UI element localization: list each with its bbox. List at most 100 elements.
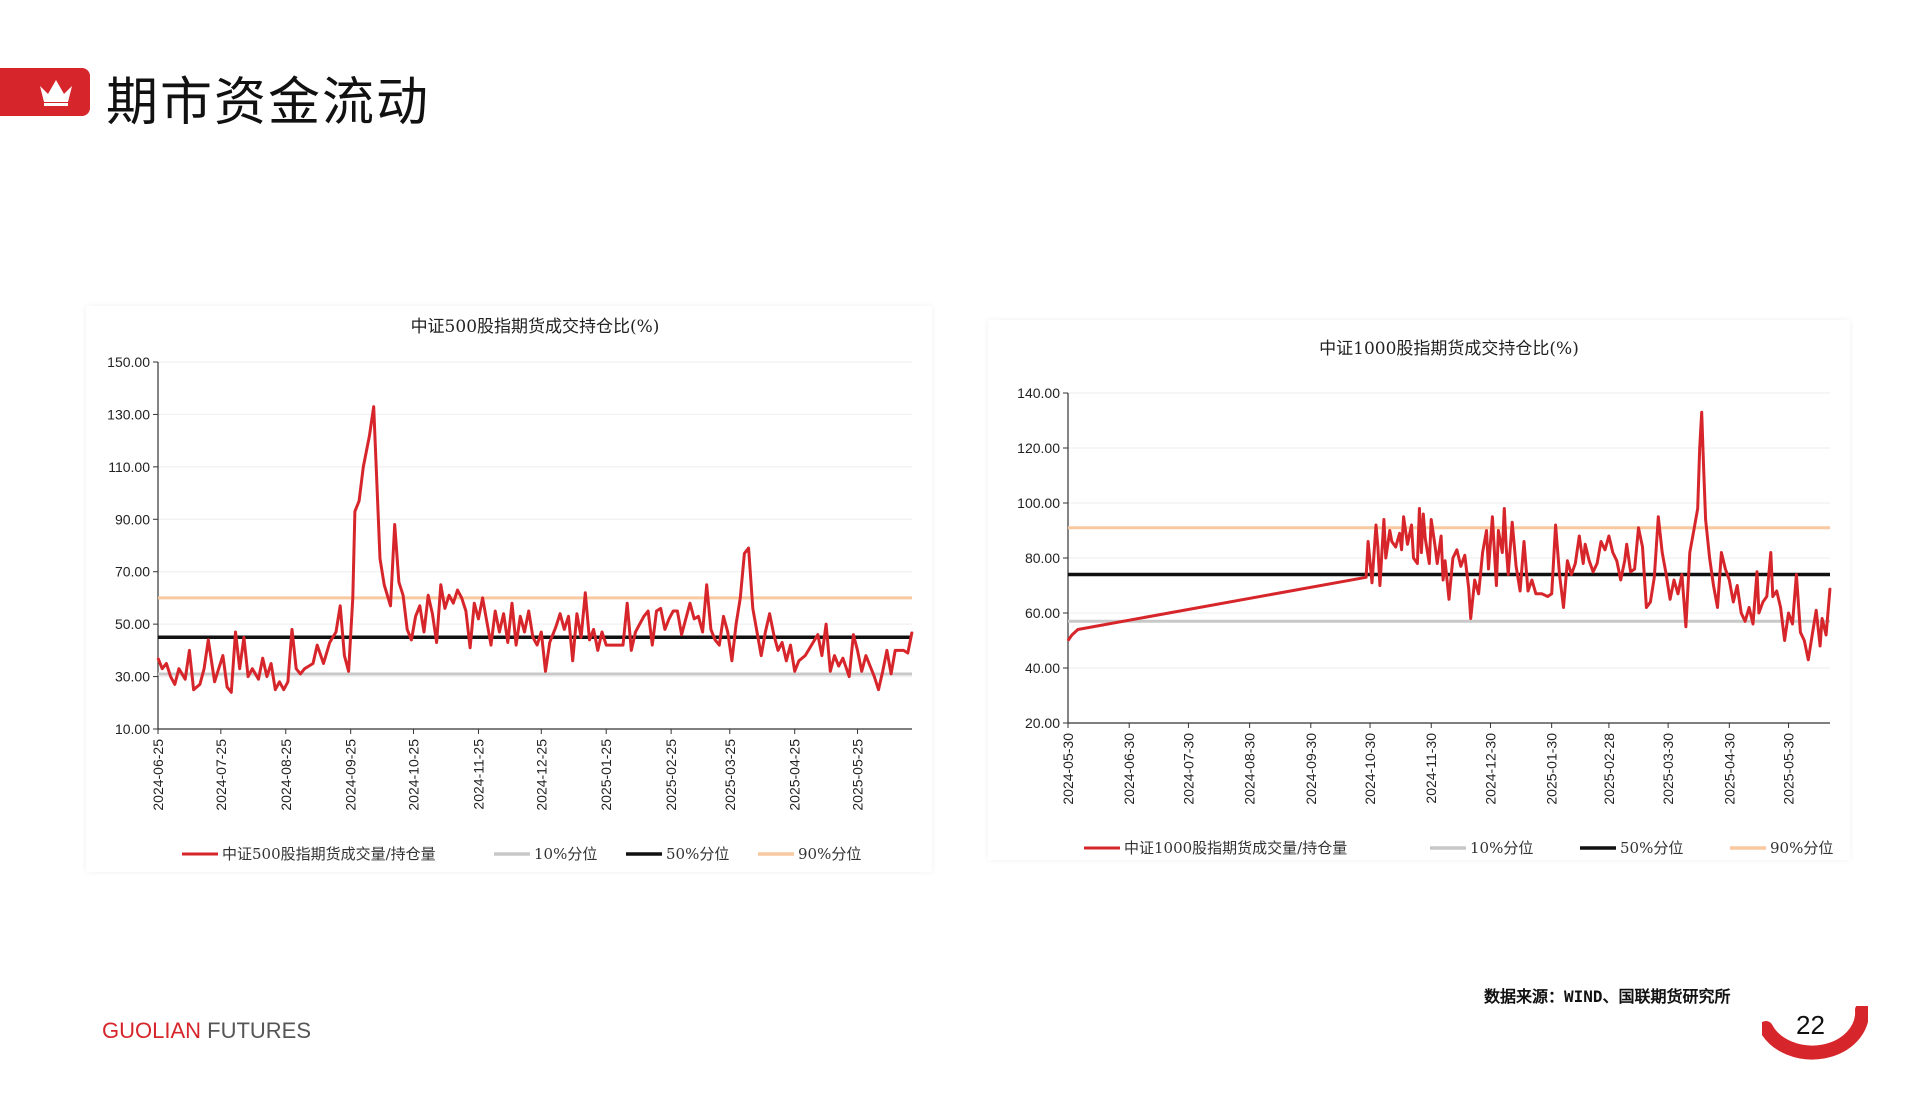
data-point — [308, 665, 310, 667]
data-point — [785, 660, 788, 662]
data-point — [911, 631, 913, 633]
data-point — [1657, 516, 1660, 518]
series-line — [156, 405, 914, 694]
data-point — [760, 654, 762, 657]
data-point — [1762, 601, 1764, 603]
data-point — [1616, 560, 1618, 562]
chart-panel-csi500: 中证500股指期货成交持仓比(%) 10.00 30.00 50.00 70.00 90.… — [86, 306, 932, 872]
data-point — [1702, 469, 1705, 471]
x-tick-label: 2024-12-30 — [1482, 733, 1498, 805]
data-point — [781, 641, 783, 644]
data-point — [1825, 634, 1827, 636]
x-tick-label: 2024-08-30 — [1242, 733, 1258, 805]
data-point — [1385, 557, 1387, 559]
data-point — [902, 649, 905, 652]
data-point — [456, 589, 459, 591]
data-point — [764, 631, 767, 633]
data-point — [184, 678, 186, 680]
data-point — [1736, 584, 1738, 587]
data-point — [869, 665, 871, 667]
data-point — [685, 618, 687, 620]
data-point — [1653, 576, 1656, 579]
data-point — [1507, 573, 1509, 576]
data-point — [1527, 590, 1529, 592]
legend-label: 10%分位 — [1470, 839, 1533, 857]
data-point — [511, 602, 513, 604]
data-point — [343, 654, 346, 657]
x-tick-label: 2025-01-25 — [598, 739, 614, 811]
y-tick-label: 140.00 — [1017, 385, 1060, 401]
data-point — [217, 667, 220, 670]
y-tick-label: 70.00 — [115, 564, 150, 580]
data-point — [278, 681, 281, 683]
data-point — [789, 644, 792, 646]
data-point — [251, 667, 254, 670]
data-point — [1434, 546, 1436, 548]
data-point — [1541, 593, 1543, 595]
data-point — [1700, 411, 1703, 414]
data-point — [615, 644, 618, 646]
chart-csi500: 中证500股指期货成交持仓比(%) 10.00 30.00 50.00 70.00 90.… — [107, 317, 914, 863]
data-point — [477, 618, 480, 620]
data-point — [1523, 540, 1525, 543]
data-point — [638, 623, 641, 625]
data-point — [1554, 524, 1557, 526]
data-point — [1578, 535, 1581, 537]
data-point — [1649, 601, 1652, 603]
data-point — [664, 628, 666, 631]
x-tick-label: 2024-09-25 — [343, 739, 359, 811]
data-point — [1795, 573, 1798, 576]
data-point — [768, 612, 771, 615]
data-point — [651, 644, 654, 646]
data-point — [829, 670, 832, 673]
data-point — [1412, 557, 1415, 559]
data-point — [1400, 549, 1403, 551]
brand-logo: GUOLIAN FUTURES — [102, 1018, 311, 1044]
data-point — [1716, 606, 1719, 609]
data-point — [536, 644, 538, 646]
data-point — [1740, 612, 1742, 614]
data-point — [837, 665, 840, 667]
data-point — [1779, 606, 1782, 609]
data-point — [368, 434, 371, 437]
data-point — [890, 673, 892, 675]
y-tick-label: 80.00 — [1025, 550, 1060, 566]
data-point — [1574, 562, 1577, 565]
data-point — [435, 641, 438, 644]
data-point — [563, 628, 566, 631]
data-point — [1698, 447, 1701, 449]
x-tick-label: 2024-07-25 — [213, 739, 229, 811]
data-point — [1416, 562, 1419, 565]
x-tick-label: 2024-10-30 — [1362, 733, 1378, 805]
data-point — [1600, 540, 1602, 543]
data-point — [1708, 557, 1711, 559]
data-point — [1570, 573, 1573, 576]
legend-label: 10%分位 — [534, 845, 597, 863]
data-point — [1604, 549, 1606, 551]
data-point — [1448, 598, 1450, 601]
data-point — [548, 641, 551, 644]
data-point — [1775, 590, 1778, 592]
data-point — [431, 612, 434, 615]
data-point — [1464, 554, 1466, 557]
data-point — [1442, 579, 1444, 581]
data-point — [597, 649, 599, 652]
x-tick-label: 2024-07-30 — [1180, 733, 1196, 805]
data-point — [481, 597, 484, 599]
chart-csi1000: 中证1000股指期货成交持仓比(%) 20.00 40.00 60.00 80.00 10… — [1017, 339, 1833, 857]
x-tick-label: 2024-08-25 — [278, 739, 294, 811]
data-point — [1430, 518, 1432, 521]
data-point — [192, 688, 195, 691]
data-point — [1720, 551, 1723, 554]
data-point — [580, 636, 582, 639]
data-point — [1391, 540, 1393, 543]
x-tick-label: 2025-02-28 — [1601, 733, 1617, 805]
data-point — [1485, 529, 1488, 532]
data-point — [1770, 551, 1772, 554]
data-point — [1704, 518, 1707, 521]
data-point — [856, 649, 859, 652]
data-point — [1365, 576, 1367, 579]
y-tick-label: 150.00 — [107, 354, 150, 370]
data-point — [1497, 529, 1500, 532]
data-point — [1584, 543, 1586, 546]
